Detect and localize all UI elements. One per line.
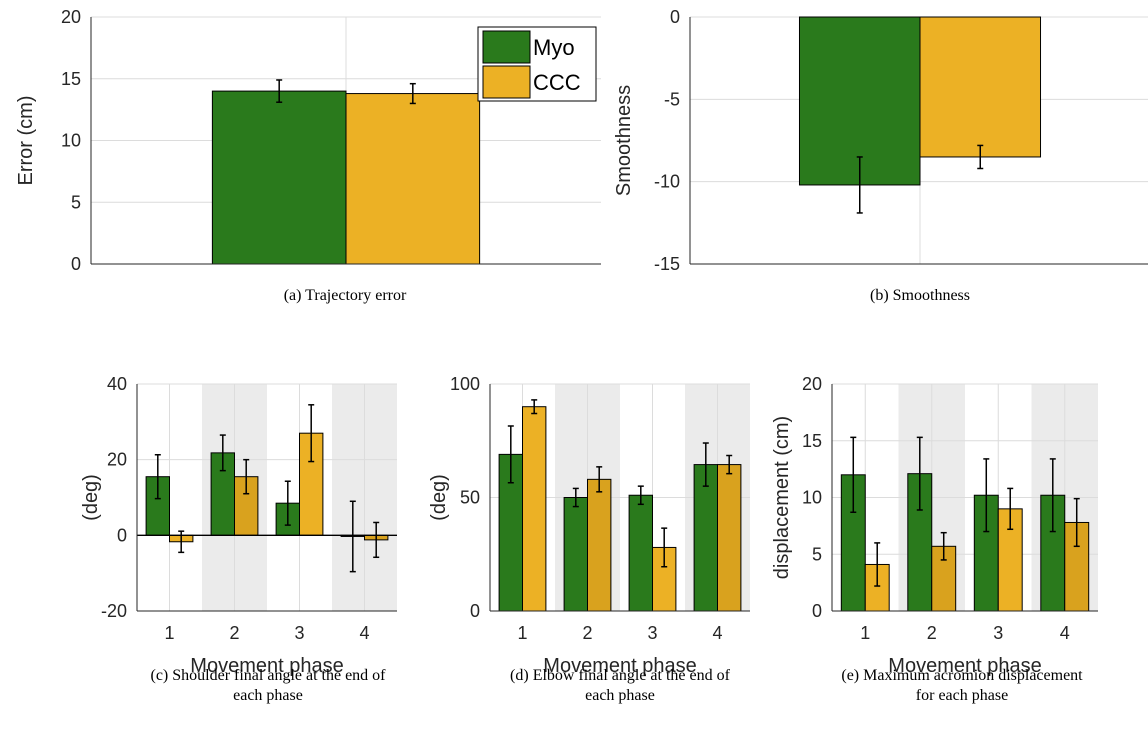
chart-c: -20 0 20 40 1 2 3 4 (deg) Movement phase(c) Shoul…	[80, 374, 397, 704]
y-tick-label: -10	[654, 172, 680, 192]
legend: Myo CCC	[477, 26, 597, 102]
y-tick-label: 15	[802, 431, 822, 451]
y-axis-label: displacement (cm)	[771, 416, 793, 579]
caption: (c) Shoulder final angle at the end of	[150, 667, 386, 684]
bar-ccc	[919, 16, 1042, 158]
caption: (d) Elbow final angle at the end of	[510, 667, 731, 684]
legend-swatch	[482, 65, 531, 99]
y-tick-label: 20	[61, 7, 81, 27]
x-tick-label: 2	[229, 623, 239, 643]
x-axis-label: Movement phase	[888, 655, 1041, 677]
y-tick-label: 0	[812, 601, 822, 621]
x-tick-label: 1	[517, 623, 527, 643]
legend-swatch	[482, 30, 531, 64]
caption: each phase	[233, 687, 303, 704]
x-tick-label: 2	[582, 623, 592, 643]
legend-label: CCC	[533, 70, 581, 95]
caption: (a) Trajectory error	[284, 287, 407, 304]
chart-d: 0 50 100 1 2 3 4 (deg) Movement phase(d) Elbow f…	[428, 374, 750, 704]
bar-myo	[563, 497, 588, 612]
bar-ccc	[587, 478, 612, 612]
y-tick-label: -15	[654, 254, 680, 274]
x-axis-label: Movement phase	[190, 655, 343, 677]
x-tick-label: 2	[927, 623, 937, 643]
caption: each phase	[585, 687, 655, 704]
y-tick-label: 10	[802, 488, 822, 508]
y-tick-label: 0	[470, 601, 480, 621]
bar-myo	[211, 90, 347, 265]
x-tick-label: 3	[294, 623, 304, 643]
y-tick-label: 15	[61, 69, 81, 89]
y-axis-label: Smoothness	[613, 85, 635, 196]
x-tick-label: 3	[993, 623, 1003, 643]
y-tick-label: 40	[107, 374, 127, 394]
chart-a: 0 5 10 15 20 Error (cm) (a) Trajectory error My…	[15, 7, 601, 304]
caption: for each phase	[916, 687, 1008, 704]
y-axis-label: Error (cm)	[15, 96, 37, 186]
y-tick-label: 100	[450, 374, 480, 394]
y-tick-label: 10	[61, 131, 81, 151]
y-tick-label: 0	[71, 254, 81, 274]
bar-ccc	[345, 93, 481, 265]
y-tick-label: 20	[802, 374, 822, 394]
chart-e: 0 5 10 15 20 1 2 3 4 displacement (cm) Movement ph…	[771, 374, 1098, 704]
x-axis-label: Movement phase	[543, 655, 696, 677]
y-axis-label: (deg)	[80, 474, 102, 521]
y-tick-label: 5	[71, 192, 81, 212]
bar-ccc	[522, 406, 547, 612]
x-tick-label: 4	[359, 623, 369, 643]
y-tick-label: 50	[460, 488, 480, 508]
caption: (b) Smoothness	[870, 287, 970, 304]
y-axis-label: (deg)	[428, 474, 450, 521]
caption: (e) Maximum acromion displacement	[841, 667, 1083, 684]
chart-b: -15 -10 -5 0 Smoothness (b) Smoothness	[613, 7, 1148, 304]
x-tick-label: 4	[1060, 623, 1070, 643]
legend-label: Myo	[533, 35, 575, 60]
y-tick-label: -20	[101, 601, 127, 621]
y-tick-label: 5	[812, 544, 822, 564]
x-tick-label: 1	[164, 623, 174, 643]
y-tick-label: 0	[117, 525, 127, 545]
y-tick-label: -5	[664, 89, 680, 109]
x-tick-label: 3	[647, 623, 657, 643]
y-tick-label: 0	[670, 7, 680, 27]
x-tick-label: 4	[712, 623, 722, 643]
bar-ccc	[717, 464, 742, 612]
y-tick-label: 20	[107, 450, 127, 470]
bar-myo	[628, 494, 653, 612]
x-tick-label: 1	[860, 623, 870, 643]
